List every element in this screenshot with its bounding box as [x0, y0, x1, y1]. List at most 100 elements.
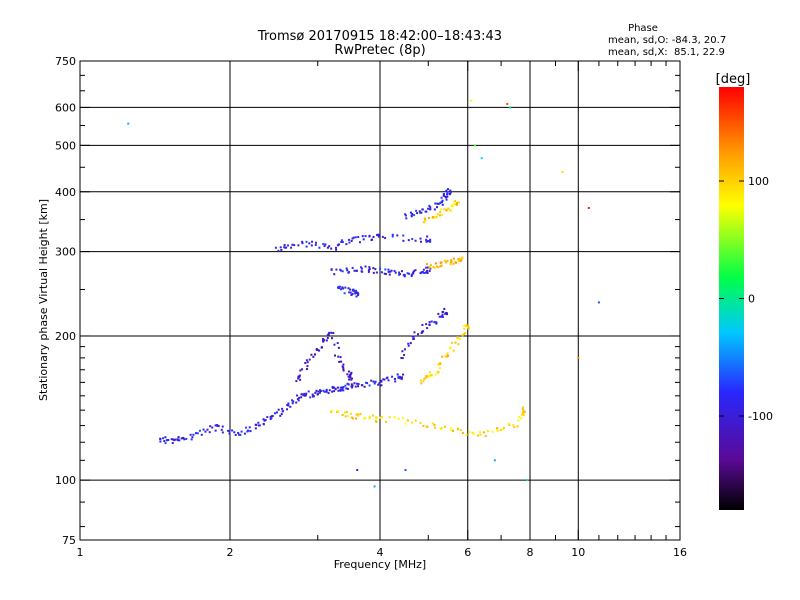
data-point [425, 263, 428, 266]
data-point [407, 239, 410, 242]
data-point [345, 243, 348, 246]
data-point [368, 415, 371, 418]
data-point [367, 270, 370, 273]
data-point [522, 408, 525, 411]
data-point [412, 271, 415, 274]
data-point [432, 265, 435, 268]
data-point [375, 420, 378, 423]
data-point [312, 355, 315, 358]
data-point [455, 261, 458, 264]
data-point [383, 378, 386, 381]
data-point [384, 273, 387, 276]
data-point [428, 323, 431, 326]
data-point [446, 191, 449, 194]
data-point [501, 428, 504, 431]
data-point [434, 426, 437, 429]
data-point [407, 342, 410, 345]
data-point [316, 393, 319, 396]
data-point [200, 433, 203, 436]
data-point [376, 234, 379, 237]
data-point [262, 423, 265, 426]
data-point [428, 321, 431, 324]
data-point [276, 411, 279, 414]
data-point [357, 385, 360, 388]
data-point [221, 431, 224, 434]
data-point [381, 235, 384, 238]
data-point [348, 238, 351, 241]
data-point [402, 234, 405, 237]
data-point [309, 396, 312, 399]
data-point [344, 411, 347, 414]
data-point [338, 243, 341, 246]
series-group [159, 373, 405, 445]
data-point [290, 246, 293, 249]
data-point [204, 430, 207, 433]
data-point [351, 417, 354, 420]
data-point [418, 210, 421, 213]
data-point [428, 270, 431, 273]
data-point [277, 249, 280, 252]
data-point [404, 214, 407, 217]
data-point [305, 240, 308, 243]
data-point [419, 240, 422, 243]
data-point [398, 375, 401, 378]
data-point [315, 347, 318, 350]
data-point [446, 188, 449, 191]
data-point [351, 292, 354, 295]
data-point [425, 210, 428, 213]
data-point [461, 334, 464, 337]
data-point [287, 402, 290, 405]
data-point [437, 370, 440, 373]
data-point [274, 246, 277, 249]
data-point [247, 429, 250, 432]
data-point [345, 410, 348, 413]
data-point [520, 417, 523, 420]
data-point [427, 207, 430, 210]
data-point [368, 267, 371, 270]
data-point [237, 431, 240, 434]
data-point [436, 202, 439, 205]
data-point [401, 376, 404, 379]
data-point [472, 433, 475, 436]
data-point [435, 373, 438, 376]
data-point [310, 244, 313, 247]
data-point [326, 246, 329, 249]
data-point [354, 292, 357, 295]
data-point [463, 327, 466, 330]
data-point [406, 272, 409, 275]
data-point [454, 260, 457, 263]
data-point [183, 438, 186, 441]
data-point [441, 313, 444, 316]
data-point [208, 431, 211, 434]
data-point [377, 235, 380, 238]
data-point [387, 379, 390, 382]
data-point [233, 431, 236, 434]
data-point [185, 437, 188, 440]
x-tick-label: 4 [377, 546, 384, 559]
data-point [380, 415, 383, 418]
data-point [457, 428, 460, 431]
y-tick-label: 100 [55, 474, 76, 487]
data-points [127, 99, 600, 488]
data-point [350, 372, 353, 375]
data-point [368, 384, 371, 387]
data-point [509, 106, 512, 109]
data-point [434, 202, 437, 205]
data-point [348, 271, 351, 274]
data-point [292, 400, 295, 403]
data-point [396, 234, 399, 237]
data-point [340, 269, 343, 272]
data-point [440, 261, 443, 264]
data-point [362, 238, 365, 241]
data-point [457, 201, 460, 204]
data-point [460, 259, 463, 262]
data-point [287, 404, 290, 407]
data-point [521, 413, 524, 416]
data-point [375, 417, 378, 420]
data-point [163, 440, 166, 443]
data-point [388, 416, 391, 419]
y-tick-label: 300 [55, 246, 76, 259]
data-point [330, 268, 333, 271]
data-point [496, 429, 499, 432]
